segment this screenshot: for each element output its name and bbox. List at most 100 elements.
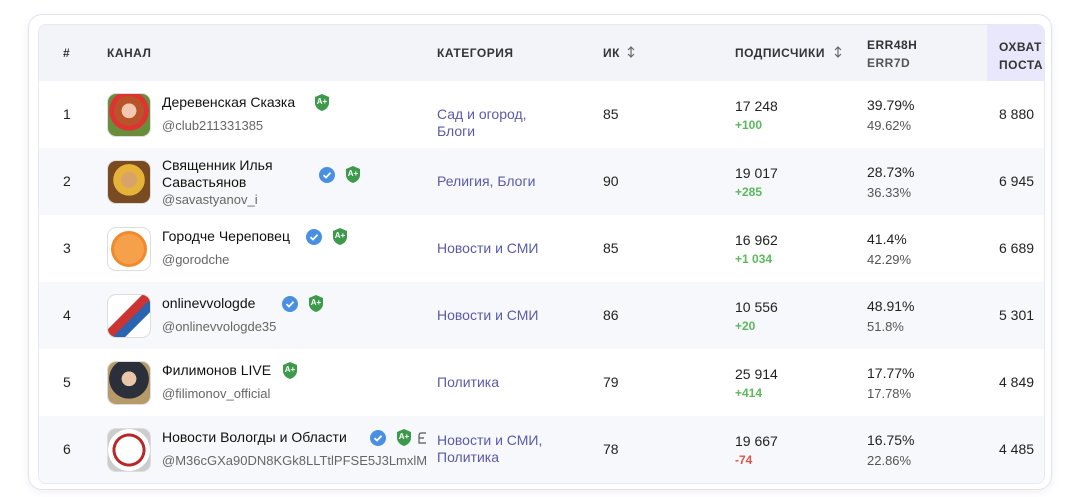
ik: 79 xyxy=(603,374,619,390)
badge-text: A+ xyxy=(347,169,359,178)
err48: 17.77% xyxy=(867,365,915,381)
header-subscribers[interactable]: ПОДПИСЧИКИ xyxy=(735,46,843,60)
header-ik-text: ИК xyxy=(603,46,620,60)
avatar xyxy=(107,428,151,472)
header-ik[interactable]: ИК xyxy=(603,46,636,60)
header-channel: КАНАЛ xyxy=(107,46,152,60)
subscribers: 19 667 xyxy=(735,433,778,449)
rating-badge: A+ xyxy=(345,165,361,184)
row-num: 4 xyxy=(63,307,71,323)
ik: 86 xyxy=(603,307,619,323)
row-num: 5 xyxy=(63,374,71,390)
sort-icon xyxy=(834,46,842,58)
subscribers: 16 962 xyxy=(735,232,778,248)
subscribers-delta: +285 xyxy=(735,185,763,199)
err48: 48.91% xyxy=(867,298,915,314)
channel-handle: @savastyanov_i xyxy=(162,192,258,207)
category-link[interactable]: Новости и СМИ, Политика xyxy=(437,432,543,465)
subscribers-delta: +414 xyxy=(735,386,763,400)
err48: 41.4% xyxy=(867,231,907,247)
verified-icon xyxy=(370,430,386,451)
channel-handle: @gorodche xyxy=(162,252,230,267)
table-row: 2 Священник Илья Савастьянов @savastyanov_… xyxy=(39,148,1044,215)
table-row: 1 Деревенская Сказка @club211331385 A+ Сад и… xyxy=(39,81,1044,148)
channel-handle: @club211331385 xyxy=(162,118,264,133)
verified-icon xyxy=(282,296,298,317)
reach: 4 849 xyxy=(999,374,1035,390)
row-num: 1 xyxy=(63,106,71,122)
channel-handle: @filimonov_official xyxy=(162,386,271,401)
ik: 85 xyxy=(603,240,619,256)
channel-name[interactable]: Городче Череповец xyxy=(162,228,290,244)
ik: 85 xyxy=(603,106,619,122)
row-num: 6 xyxy=(63,441,71,457)
err7: 42.29% xyxy=(867,252,912,267)
err7: 22.86% xyxy=(867,453,912,468)
table-row: 4 onlinevvologde @onlinevvologde35 A+ Новост… xyxy=(39,282,1044,349)
header-subscribers-text: ПОДПИСЧИКИ xyxy=(735,46,825,60)
card xyxy=(28,14,1052,490)
avatar xyxy=(107,160,151,204)
subscribers: 25 914 xyxy=(735,366,778,382)
verified-icon xyxy=(306,229,322,250)
rating-badge: A+ xyxy=(396,428,412,447)
err7: 17.78% xyxy=(867,386,912,401)
reach: 4 485 xyxy=(999,441,1035,457)
channel-name[interactable]: onlinevvologde xyxy=(162,295,256,311)
err48: 39.79% xyxy=(867,97,915,113)
err7: 49.62% xyxy=(867,118,912,133)
table-row: 3 Городче Череповец @gorodche A+ Новости и С… xyxy=(39,215,1044,282)
avatar xyxy=(107,227,151,271)
badge-text: A+ xyxy=(316,97,328,106)
header: # КАНАЛ КАТЕГОРИЯ ИК ПОДПИСЧИКИ ERR48H E… xyxy=(39,25,1044,81)
header-reach: ОХВАТ ПОСТА xyxy=(999,40,1044,72)
category-link[interactable]: Новости и СМИ xyxy=(437,307,539,323)
err7: 51.8% xyxy=(867,319,904,334)
verified-icon xyxy=(319,167,335,188)
err48: 16.75% xyxy=(867,432,915,448)
rating-badge: A+ xyxy=(314,93,330,112)
header-err48: ERR48H xyxy=(867,38,918,52)
avatar xyxy=(107,361,151,405)
badge-text: A+ xyxy=(284,365,296,374)
reach: 6 945 xyxy=(999,173,1035,189)
row-num: 3 xyxy=(63,240,71,256)
category-link[interactable]: Сад и огород, Блоги xyxy=(437,106,527,139)
badge-text: A+ xyxy=(334,231,346,240)
subscribers: 17 248 xyxy=(735,98,778,114)
reach: 5 301 xyxy=(999,307,1035,323)
sort-icon xyxy=(627,46,635,58)
channel-name[interactable]: Новости Вологды и Области xyxy=(162,429,347,445)
err7: 36.33% xyxy=(867,185,912,200)
table: # КАНАЛ КАТЕГОРИЯ ИК ПОДПИСЧИКИ ERR48H E… xyxy=(38,24,1045,484)
channel-name[interactable]: Священник Илья Савастьянов xyxy=(162,157,273,190)
reach-header-bg xyxy=(987,25,1044,81)
subscribers-delta: +1 034 xyxy=(735,252,773,266)
channel-name[interactable]: Деревенская Сказка xyxy=(162,94,296,110)
err48: 28.73% xyxy=(867,164,915,180)
subscribers-delta: +100 xyxy=(735,118,763,132)
badge-text: A+ xyxy=(398,432,410,441)
subscribers: 10 556 xyxy=(735,299,778,315)
category-link[interactable]: Политика xyxy=(437,374,499,390)
row-num: 2 xyxy=(63,173,71,189)
category-link[interactable]: Новости и СМИ xyxy=(437,240,539,256)
channel-name[interactable]: Филимонов LIVE xyxy=(162,362,272,378)
rating-badge: A+ xyxy=(332,227,348,246)
category-link[interactable]: Религия, Блоги xyxy=(437,173,536,189)
header-num: # xyxy=(63,46,71,60)
table-row: 5 Филимонов LIVE @filimonov_official A+ Поли… xyxy=(39,349,1044,416)
avatar xyxy=(107,294,151,338)
header-err7: ERR7D xyxy=(867,56,911,70)
ik: 90 xyxy=(603,173,619,189)
subscribers-delta: -74 xyxy=(735,453,753,467)
subscribers-delta: +20 xyxy=(735,319,756,333)
badge-text: A+ xyxy=(310,298,322,307)
avatar xyxy=(107,93,151,137)
header-category: КАТЕГОРИЯ xyxy=(437,46,514,60)
table-row: 6 Новости Вологды и Области @M36cGXa90DN8K… xyxy=(39,416,1044,483)
rating-badge: A+ xyxy=(308,294,324,313)
reach: 6 689 xyxy=(999,240,1035,256)
rating-badge: A+ xyxy=(282,361,298,380)
ik: 78 xyxy=(603,441,619,457)
